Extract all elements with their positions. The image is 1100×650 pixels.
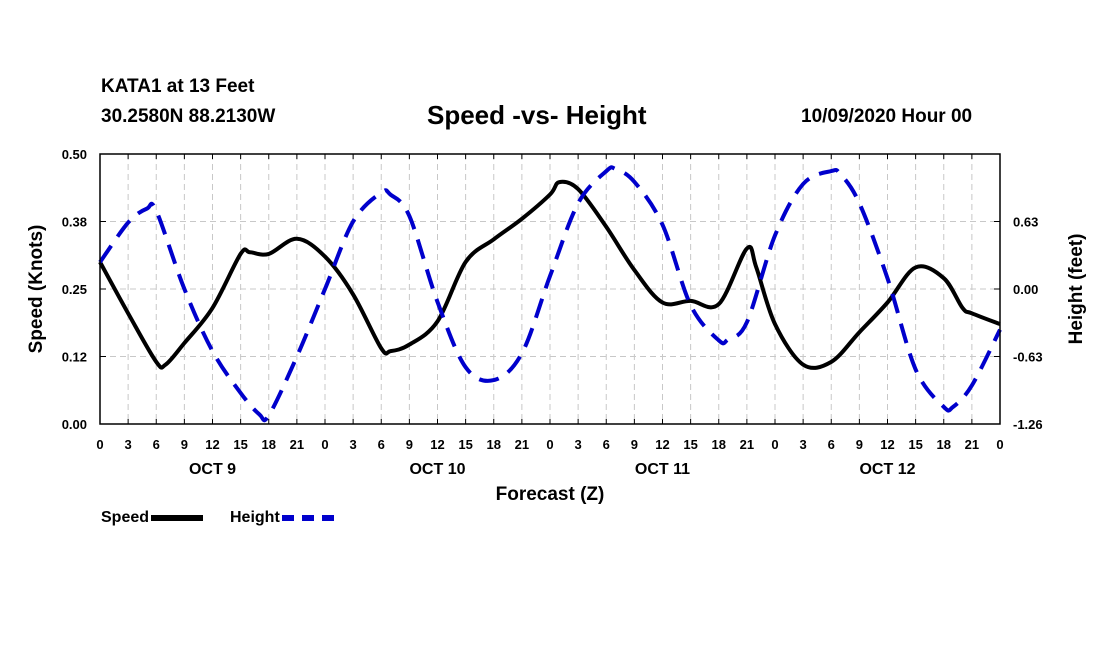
y2-axis-title: Height (feet) [1066,234,1087,345]
x-tick-label: 9 [406,437,413,452]
series-line-speed [98,179,1001,370]
x-tick-label: 15 [233,437,247,452]
chart-title: Speed -vs- Height [427,100,647,130]
legend-item-height: Height [230,509,334,527]
x-tick-label: 9 [856,437,863,452]
y-tick-label: 0.00 [62,417,87,432]
legend-swatch-height [281,515,334,521]
x-tick-label: 15 [683,437,697,452]
x-tick-label: 9 [181,437,188,452]
y2-tick-label: -0.63 [1013,350,1043,365]
x-tick-label: 3 [575,437,582,452]
x-tick-label: 0 [546,437,553,452]
forecast-timestamp: 10/09/2020 Hour 00 [801,106,973,127]
y-axis-title: Speed (Knots) [26,225,47,354]
x-tick-label: 18 [937,437,951,452]
x-tick-label: 3 [350,437,357,452]
series-line-height [98,165,1002,423]
x-tick-label: 21 [740,437,754,452]
x-axis-title: Forecast (Z) [496,484,605,505]
legend-label-speed: Speed [101,509,150,526]
x-tick-label: 18 [712,437,726,452]
x-tick-label: 12 [655,437,669,452]
x-tick-label: 3 [125,437,132,452]
x-tick-label: 3 [800,437,807,452]
x-tick-label: 6 [153,437,160,452]
coordinates-label: 30.2580N 88.2130W [101,106,276,127]
x-tick-label: 6 [378,437,385,452]
x-tick-label: 12 [430,437,444,452]
day-label: OCT 10 [409,461,465,478]
day-label: OCT 12 [859,461,915,478]
y-tick-label: 0.50 [62,147,87,162]
day-label: OCT 11 [635,461,690,478]
legend-label-height: Height [230,509,280,526]
x-tick-label: 21 [965,437,979,452]
x-tick-label: 21 [290,437,304,452]
station-label: KATA1 at 13 Feet [101,76,255,97]
day-label: OCT 9 [189,461,236,478]
x-tick-label: 6 [603,437,610,452]
y-tick-label: 0.12 [62,350,87,365]
y2-tick-label: 0.63 [1013,215,1038,230]
plot-frame [99,153,1001,425]
x-tick-label: 15 [458,437,472,452]
y-tick-label: 0.38 [62,215,87,230]
x-tick-label: 9 [631,437,638,452]
x-tick-label: 0 [996,437,1003,452]
x-tick-label: 18 [262,437,276,452]
legend-swatch-speed [151,515,204,521]
x-tick-label: 12 [880,437,894,452]
x-tick-label: 0 [771,437,778,452]
y2-tick-label: 0.00 [1013,282,1038,297]
x-tick-label: 0 [321,437,328,452]
x-tick-label: 0 [96,437,103,452]
x-tick-label: 6 [828,437,835,452]
x-tick-label: 15 [908,437,922,452]
y-tick-label: 0.25 [62,282,87,297]
x-tick-label: 12 [205,437,219,452]
y2-tick-label: -1.26 [1013,417,1043,432]
x-tick-label: 18 [487,437,501,452]
x-tick-label: 21 [515,437,529,452]
legend-item-speed: Speed [101,509,204,527]
